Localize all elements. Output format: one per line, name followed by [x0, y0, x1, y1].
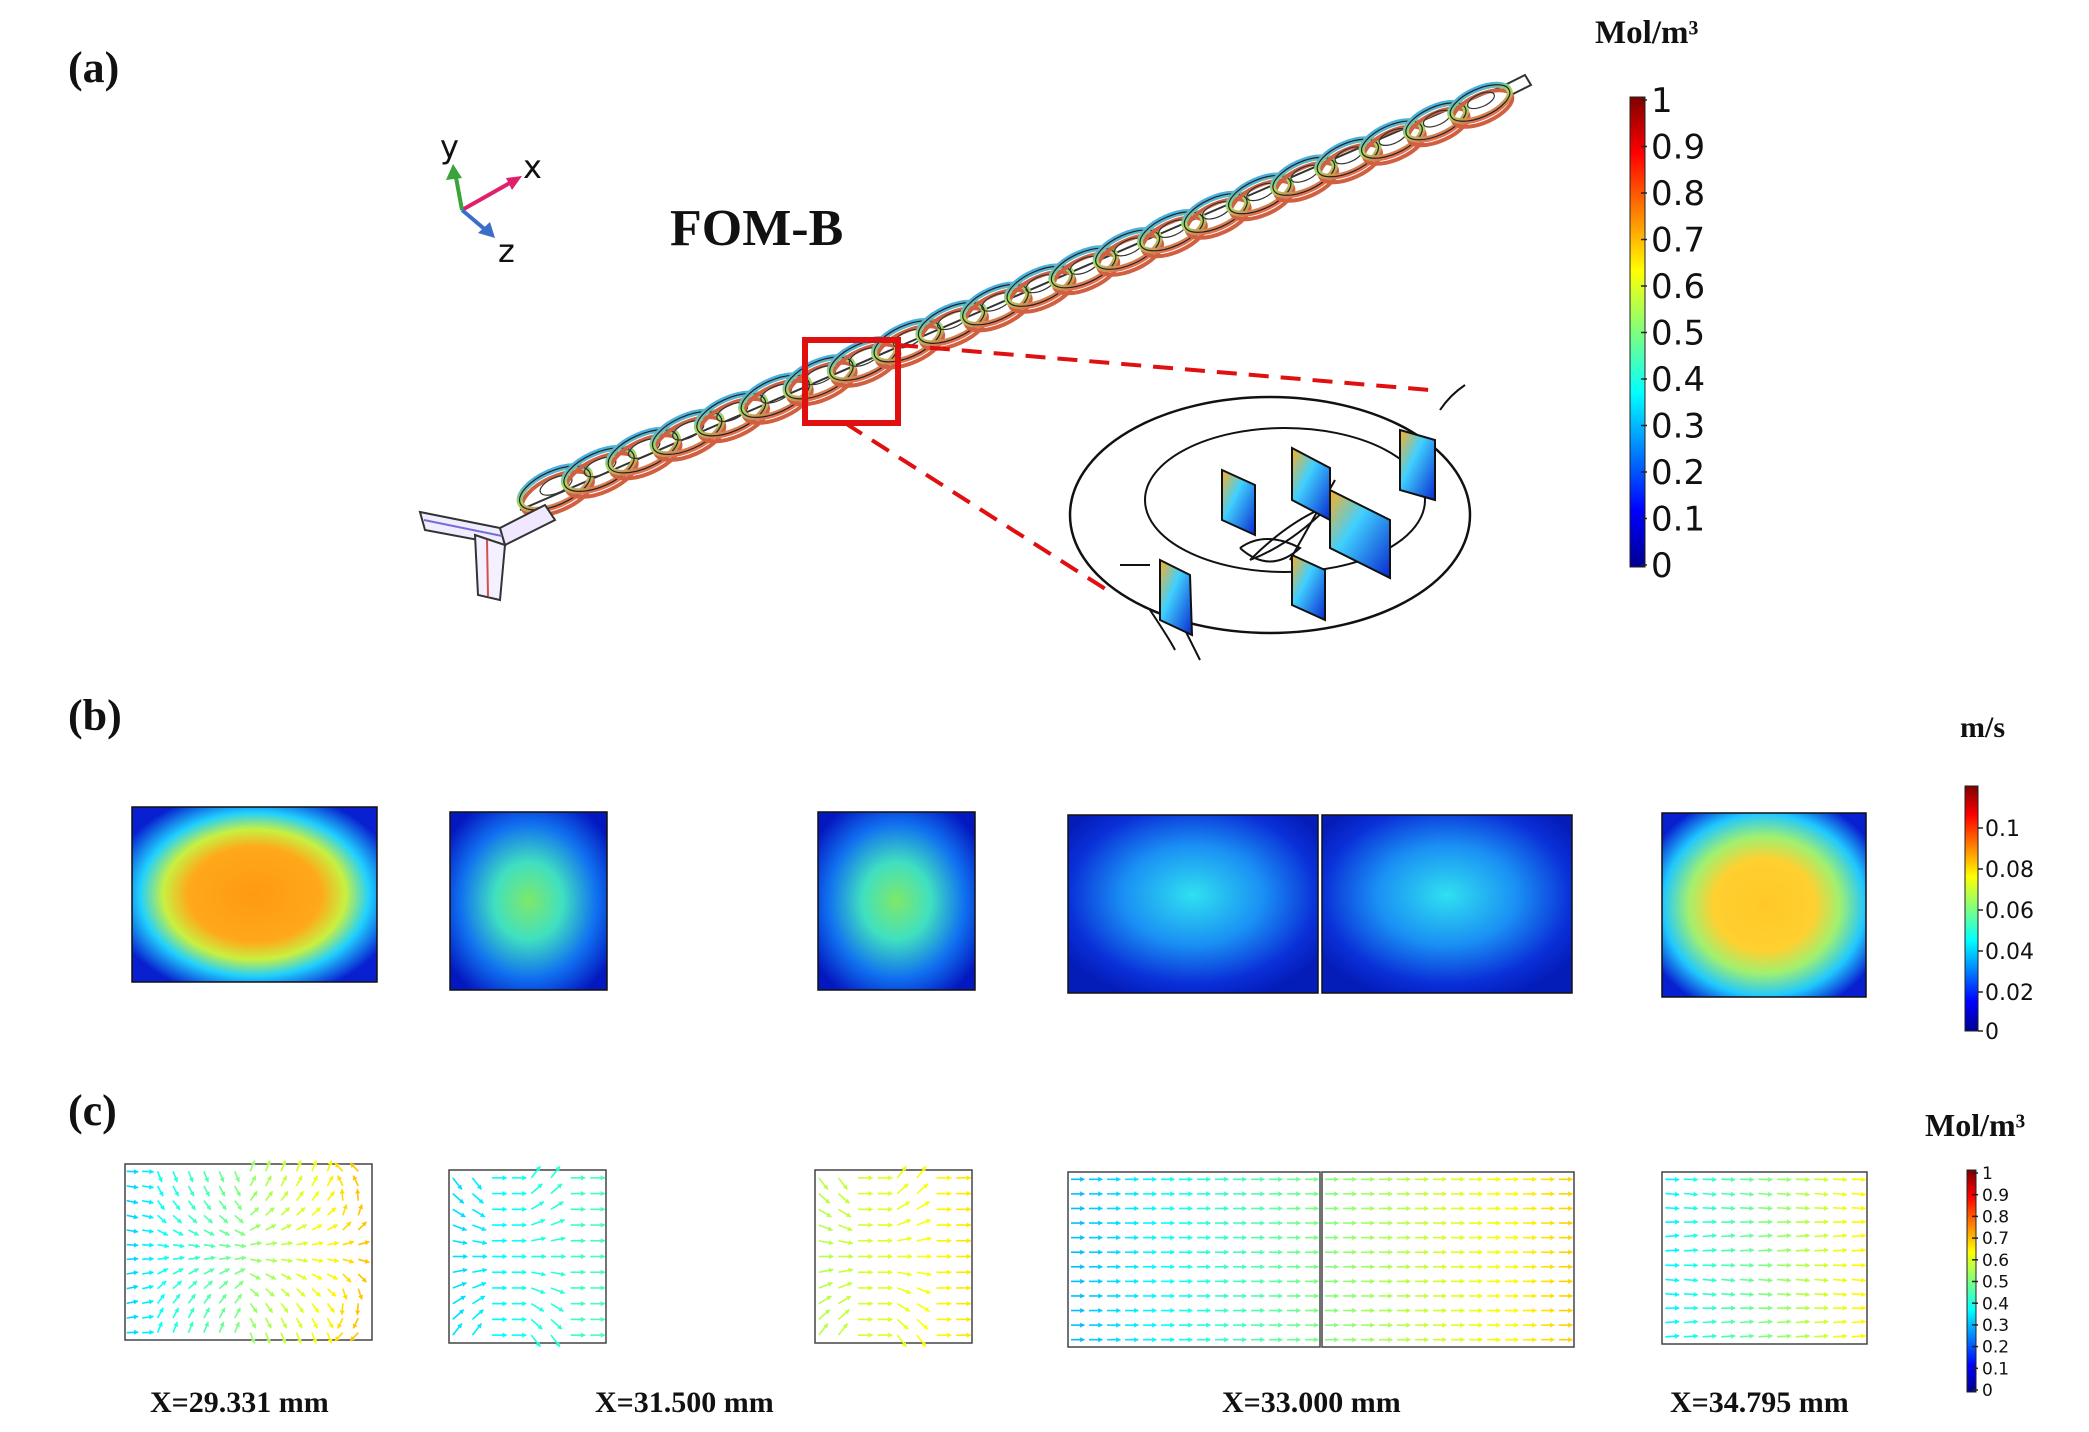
x-arrowhead-icon: [506, 176, 522, 190]
colorbar-c-tick: 0.6: [1982, 1251, 2009, 1271]
slice-2: [1221, 468, 1256, 537]
colorbar-c: Mol/m³ 10.90.80.70.60.50.40.30.20.10: [1925, 1107, 2025, 1401]
slice-6: [1399, 428, 1436, 502]
colorbar-a-tick: 1: [1651, 81, 1673, 121]
colorbar-a-tick: 0.2: [1651, 453, 1705, 493]
colorbar-b: m/s 0.1 0.08 0.06 0.04 0.02 0: [1960, 711, 2034, 1045]
inlet-junction: [418, 503, 557, 602]
colorbar-a-tick: 0.6: [1651, 267, 1705, 307]
slice-4: [1329, 488, 1391, 580]
colorbar-a-tick: 0.1: [1651, 500, 1705, 540]
vector-section-4a: [1067, 1171, 1321, 1348]
micromixer-chain: [516, 73, 1533, 518]
colorbar-a-tick: 0.4: [1651, 360, 1705, 400]
vector-section-5: [1661, 1171, 1868, 1345]
velocity-section-4a: [1067, 814, 1319, 994]
colorbar-b-tick: 0.08: [1985, 858, 2034, 883]
colorbar-c-tick: 0.2: [1982, 1338, 2009, 1358]
colorbar-a-tick: 0.8: [1651, 174, 1705, 214]
colorbar-c-tick: 0.3: [1982, 1316, 2009, 1336]
colorbar-a-tick: 0.7: [1651, 221, 1705, 261]
slice-3: [1291, 446, 1331, 522]
colorbar-b-tick: 0.04: [1985, 940, 2034, 965]
colorbar-a-tick: 0.3: [1651, 407, 1705, 447]
colorbar-c-unit: Mol/m³: [1925, 1107, 2025, 1143]
concentration-vector-sections: [124, 1160, 1868, 1348]
zoom-line-top: [897, 343, 1431, 392]
vector-section-1: [124, 1160, 373, 1344]
colorbar-c-tick: 0.4: [1982, 1294, 2009, 1314]
colorbar-c-tick: 0.7: [1982, 1229, 2009, 1249]
colorbar-b-tick: 0.02: [1985, 981, 2034, 1006]
section-caption-1: X=29.331 mm: [150, 1386, 329, 1419]
vector-section-2: [448, 1165, 607, 1348]
zoomed-mixing-element: [1068, 384, 1472, 661]
vector-section-3: [814, 1165, 973, 1348]
x-axis-arrow: [461, 178, 516, 212]
colorbar-c-tick: 0.1: [1982, 1359, 2009, 1379]
colorbar-c-tick: 0.5: [1982, 1273, 2009, 1293]
slice-5: [1291, 553, 1326, 622]
panel-c-label: (c): [68, 1086, 117, 1135]
colorbar-a-tick: 0.5: [1651, 314, 1705, 354]
zoom-highlight-box: [802, 337, 901, 426]
z-arrowhead-icon: [478, 222, 495, 238]
panel-b-label: (b): [68, 691, 122, 740]
colorbar-b-tick: 0.06: [1985, 899, 2034, 924]
velocity-section-2: [449, 811, 608, 991]
colorbar-b-tick: 0.1: [1985, 817, 2020, 842]
velocity-sections: [131, 806, 1867, 998]
colorbar-a-tick: 0.9: [1651, 128, 1705, 168]
axis-triad: x y z: [440, 128, 542, 270]
colorbar-b-unit: m/s: [1960, 711, 2005, 744]
colorbar-c-tick: 1: [1982, 1164, 1993, 1184]
colorbar-a: Mol/m³ 1 0.9 0.8 0.7 0.6 0.5 0.4 0.3 0.2 0.1 0: [1595, 15, 1705, 586]
colorbar-a-tick: 0: [1651, 546, 1673, 586]
velocity-section-1: [131, 806, 378, 983]
colorbar-c-tick: 0.9: [1982, 1186, 2009, 1206]
colorbar-a-unit: Mol/m³: [1595, 15, 1698, 51]
section-caption-3: X=33.000 mm: [1222, 1386, 1401, 1419]
colorbar-c-tick: 0: [1982, 1381, 1993, 1401]
y-arrowhead-icon: [446, 164, 462, 180]
colorbar-c-tick: 0.8: [1982, 1208, 2009, 1228]
colorbar-b-tick: 0: [1985, 1020, 1999, 1045]
panel-a-label: (a): [68, 43, 119, 92]
vector-section-4b: [1321, 1171, 1575, 1348]
y-axis-label: y: [440, 128, 459, 166]
velocity-section-5: [1661, 812, 1867, 998]
section-caption-4: X=34.795 mm: [1670, 1386, 1849, 1419]
section-caption-2: X=31.500 mm: [595, 1386, 774, 1419]
velocity-section-4b: [1321, 814, 1573, 994]
x-axis-label: x: [523, 148, 542, 186]
slice-1: [1159, 558, 1194, 637]
device-title: FOM-B: [670, 200, 843, 257]
zoom-line-bottom: [843, 421, 1112, 594]
z-axis-label: z: [498, 232, 515, 270]
velocity-section-3: [817, 811, 976, 991]
